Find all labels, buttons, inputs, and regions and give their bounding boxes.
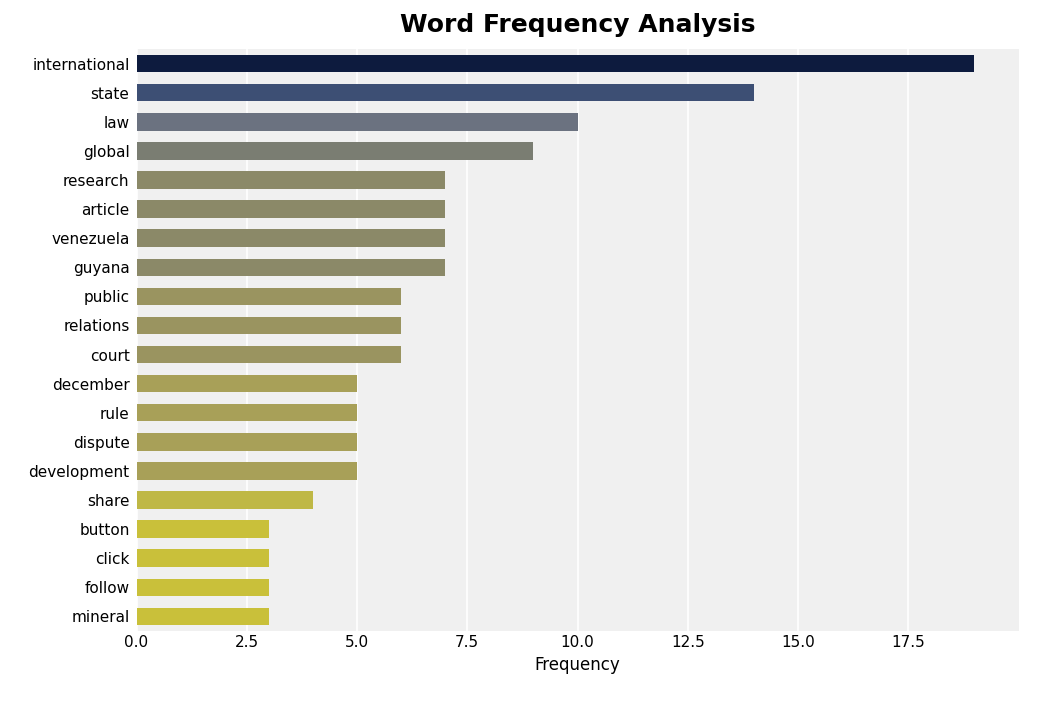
Bar — [136, 200, 445, 218]
Bar — [136, 171, 445, 189]
Bar — [136, 578, 269, 596]
Bar — [136, 142, 533, 160]
Bar — [136, 520, 269, 538]
Title: Word Frequency Analysis: Word Frequency Analysis — [400, 13, 755, 37]
Bar — [136, 55, 974, 72]
Bar — [136, 113, 578, 130]
Bar — [136, 259, 445, 276]
Bar — [136, 462, 357, 479]
Bar — [136, 433, 357, 451]
X-axis label: Frequency: Frequency — [534, 655, 621, 674]
Bar — [136, 404, 357, 421]
Bar — [136, 346, 401, 363]
Bar — [136, 608, 269, 625]
Bar — [136, 491, 313, 509]
Bar — [136, 229, 445, 247]
Bar — [136, 317, 401, 334]
Bar — [136, 375, 357, 393]
Bar — [136, 287, 401, 305]
Bar — [136, 550, 269, 567]
Bar — [136, 84, 754, 102]
